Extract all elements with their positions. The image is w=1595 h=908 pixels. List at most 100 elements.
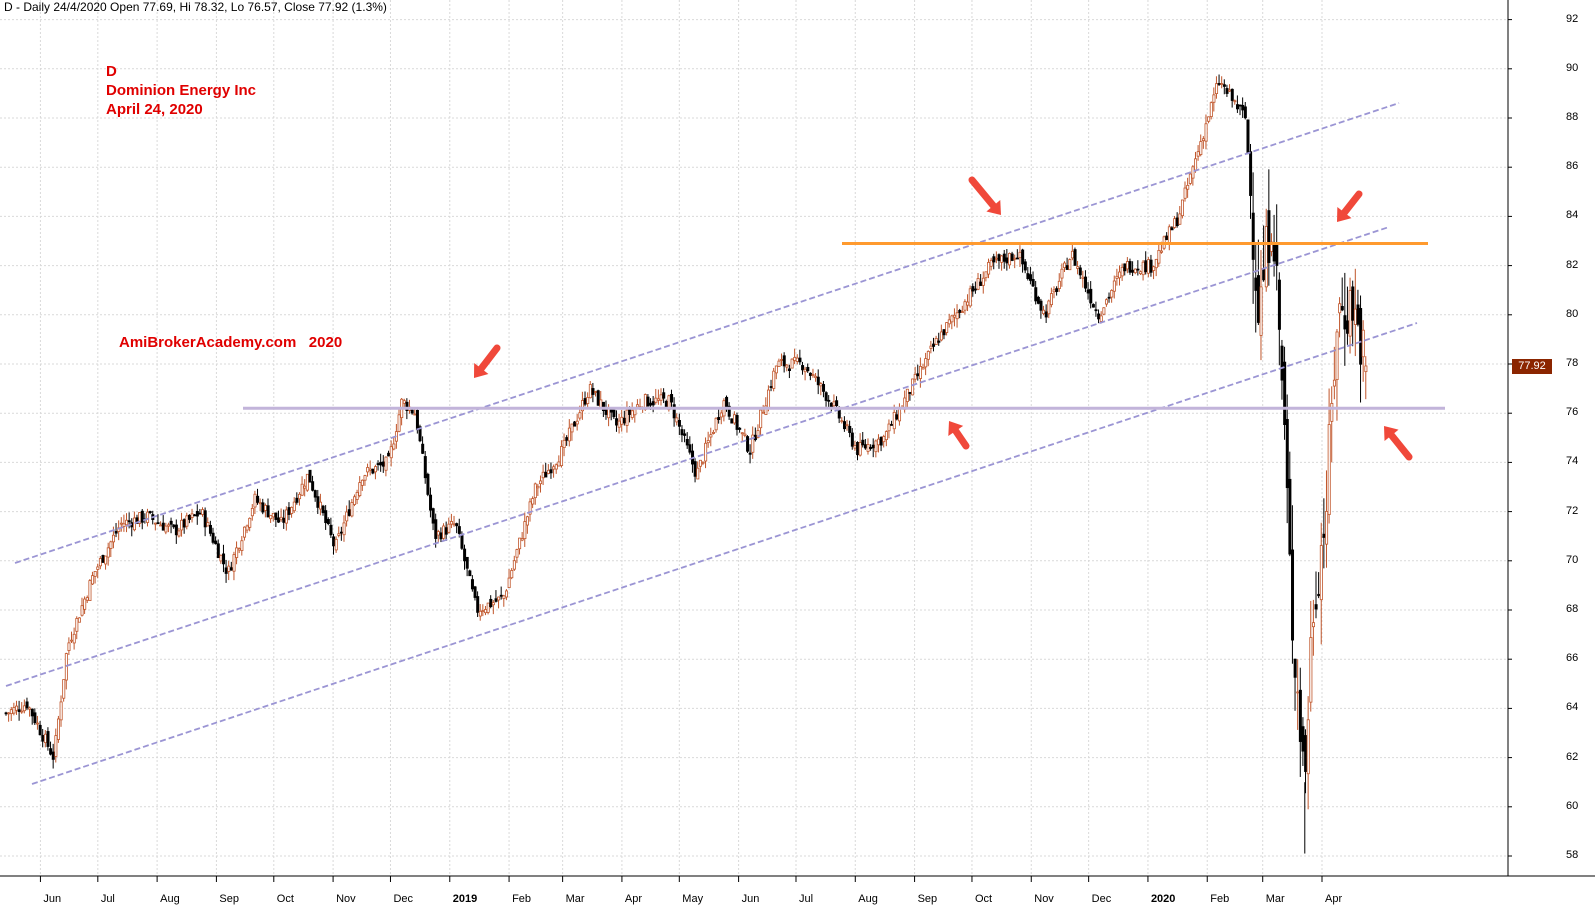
candle-body bbox=[415, 409, 419, 431]
candle-body bbox=[1008, 253, 1012, 266]
candle-body bbox=[1262, 268, 1266, 281]
candle-body bbox=[877, 438, 881, 446]
candle-body bbox=[282, 517, 286, 523]
candle-body bbox=[1311, 622, 1315, 628]
candle-body bbox=[326, 519, 330, 524]
candle-body bbox=[334, 538, 338, 551]
candle-body bbox=[463, 548, 467, 562]
candle-body bbox=[531, 498, 535, 505]
candle-body bbox=[457, 526, 461, 534]
candle-body bbox=[148, 511, 152, 513]
candle-body bbox=[337, 533, 341, 536]
candle-body bbox=[591, 388, 595, 395]
candle-body bbox=[798, 357, 802, 363]
candle-body bbox=[214, 540, 218, 545]
candle-body bbox=[884, 431, 888, 441]
candle-body bbox=[499, 594, 503, 597]
candle-body bbox=[1335, 331, 1339, 381]
candle-body bbox=[429, 494, 433, 511]
candle-body bbox=[1000, 255, 1004, 263]
candle-body bbox=[1055, 288, 1059, 292]
candle-body bbox=[680, 429, 684, 436]
candle-body bbox=[525, 516, 529, 526]
candle-body bbox=[1010, 253, 1014, 261]
candle-body bbox=[405, 401, 409, 411]
candle-body bbox=[748, 452, 752, 455]
candle-body bbox=[161, 522, 165, 531]
candle-body bbox=[625, 409, 629, 426]
candle-body bbox=[1272, 242, 1276, 262]
candle-body bbox=[182, 519, 186, 528]
candle-body bbox=[1241, 104, 1245, 111]
candle-body bbox=[905, 388, 909, 402]
candle-body bbox=[222, 553, 226, 565]
candle-body bbox=[185, 515, 189, 527]
candle-body bbox=[607, 408, 611, 419]
candle-body bbox=[1146, 259, 1150, 274]
candle-body bbox=[950, 315, 954, 323]
candle-body bbox=[195, 511, 199, 517]
candle-body bbox=[1275, 242, 1279, 266]
candle-body bbox=[1359, 308, 1363, 365]
candle-body bbox=[70, 639, 74, 642]
candle-body bbox=[101, 555, 105, 563]
candle-body bbox=[1081, 276, 1085, 279]
candle-body bbox=[714, 417, 718, 431]
candle-body bbox=[759, 409, 763, 429]
candle-body bbox=[1097, 313, 1101, 320]
candle-body bbox=[1338, 303, 1342, 314]
candle-body bbox=[701, 461, 705, 464]
candle-body bbox=[512, 560, 516, 570]
candle-body bbox=[869, 446, 873, 449]
candle-body bbox=[785, 364, 789, 368]
candle-body bbox=[992, 256, 996, 263]
candle-body bbox=[848, 425, 852, 433]
candle-body bbox=[570, 423, 574, 433]
candle-body bbox=[190, 513, 194, 518]
candle-body bbox=[932, 343, 936, 347]
x-tick-label: Feb bbox=[512, 893, 532, 905]
candle-body bbox=[735, 414, 739, 430]
candle-body bbox=[1178, 213, 1182, 225]
candle-body bbox=[882, 436, 886, 443]
candle-body bbox=[1002, 253, 1006, 262]
candle-body bbox=[829, 402, 833, 408]
candle-body bbox=[1199, 141, 1203, 155]
y-tick-label: 82 bbox=[1566, 258, 1579, 271]
y-tick-label: 58 bbox=[1566, 849, 1579, 861]
candle-body bbox=[43, 733, 47, 744]
candle-body bbox=[75, 618, 79, 632]
candle-body bbox=[224, 567, 228, 574]
y-tick-label: 64 bbox=[1566, 701, 1579, 714]
candle-body bbox=[88, 580, 92, 602]
candle-body bbox=[284, 509, 288, 524]
candle-body bbox=[1036, 296, 1040, 304]
y-tick-label: 70 bbox=[1566, 553, 1579, 566]
candle-body bbox=[476, 596, 480, 613]
candle-body bbox=[243, 526, 247, 538]
candle-body bbox=[937, 340, 941, 343]
candle-body bbox=[1259, 286, 1263, 336]
candle-body bbox=[539, 480, 543, 485]
candle-body bbox=[1089, 288, 1093, 304]
candle-body bbox=[795, 357, 799, 362]
candle-body bbox=[1301, 726, 1305, 752]
trend-channel-line bbox=[31, 322, 1418, 785]
candle-body bbox=[1220, 83, 1224, 85]
candle-body bbox=[887, 423, 891, 432]
candle-body bbox=[41, 735, 45, 742]
candle-body bbox=[1233, 100, 1237, 103]
x-tick-label: Sep bbox=[219, 893, 239, 905]
candle-body bbox=[345, 511, 349, 522]
candle-body bbox=[835, 400, 839, 407]
candle-body bbox=[392, 443, 396, 450]
candle-body bbox=[1029, 274, 1033, 281]
candle-body bbox=[560, 446, 564, 467]
candle-body bbox=[172, 524, 176, 528]
candle-body bbox=[59, 701, 63, 721]
candle-body bbox=[685, 438, 689, 446]
x-tick-label: Aug bbox=[858, 893, 878, 905]
candle-body bbox=[300, 483, 304, 496]
candle-body bbox=[193, 514, 197, 517]
candle-body bbox=[245, 525, 249, 531]
